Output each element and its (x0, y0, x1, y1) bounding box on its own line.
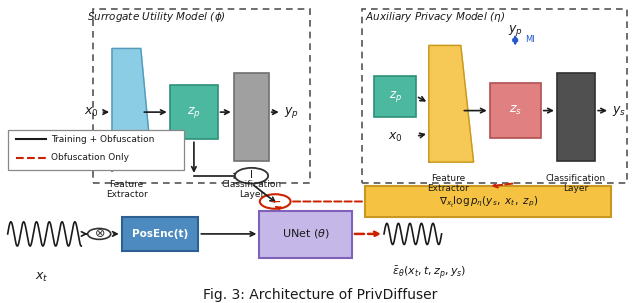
Text: Obfuscation Only: Obfuscation Only (51, 153, 129, 162)
FancyBboxPatch shape (234, 73, 269, 161)
Text: $x_0$: $x_0$ (83, 105, 99, 119)
Text: Fig. 3: Architecture of PrivDiffuser: Fig. 3: Architecture of PrivDiffuser (203, 288, 437, 302)
Text: Classification
Layer: Classification Layer (221, 180, 282, 199)
Polygon shape (112, 48, 150, 171)
Text: UNet $(\theta)$: UNet $(\theta)$ (282, 228, 330, 240)
Text: I: I (250, 170, 253, 180)
FancyBboxPatch shape (122, 217, 198, 251)
Text: PosEnc(t): PosEnc(t) (132, 229, 188, 239)
Text: $y_s$: $y_s$ (612, 104, 627, 118)
Circle shape (235, 168, 268, 184)
Text: $\otimes$: $\otimes$ (93, 228, 105, 240)
FancyBboxPatch shape (8, 130, 184, 170)
Text: Feature
Extractor: Feature Extractor (106, 180, 148, 199)
Text: Auxiliary Privacy Model ($\eta$): Auxiliary Privacy Model ($\eta$) (365, 10, 506, 24)
Circle shape (88, 228, 111, 239)
Text: $y_p$: $y_p$ (284, 105, 299, 120)
Text: $y_p$: $y_p$ (508, 23, 523, 38)
FancyBboxPatch shape (365, 186, 611, 217)
Circle shape (260, 194, 291, 209)
Text: Surrogate Utility Model ($\phi$): Surrogate Utility Model ($\phi$) (88, 10, 226, 24)
Text: $x_0$: $x_0$ (388, 131, 403, 145)
Text: $-$: $-$ (269, 194, 281, 208)
Text: $z_s$: $z_s$ (509, 104, 522, 117)
Text: $z_p$: $z_p$ (389, 88, 402, 104)
Text: $\nabla_{x_t} \log p_\eta(y_s,\ x_t,\ z_p)$: $\nabla_{x_t} \log p_\eta(y_s,\ x_t,\ z_… (438, 194, 538, 209)
FancyBboxPatch shape (170, 85, 218, 139)
FancyBboxPatch shape (490, 83, 541, 138)
FancyBboxPatch shape (557, 73, 595, 161)
Text: $z_p$: $z_p$ (187, 105, 201, 120)
Text: Training + Obfuscation: Training + Obfuscation (51, 135, 155, 144)
Text: $\bar{\epsilon}_\theta(x_t,t,z_p,y_s)$: $\bar{\epsilon}_\theta(x_t,t,z_p,y_s)$ (392, 265, 466, 281)
Text: MI: MI (525, 35, 534, 44)
Text: $x_t$: $x_t$ (35, 271, 48, 284)
FancyBboxPatch shape (374, 76, 416, 117)
Polygon shape (429, 45, 474, 162)
FancyBboxPatch shape (259, 211, 352, 258)
Text: Classification
Layer: Classification Layer (546, 174, 606, 193)
Text: Feature
Extractor: Feature Extractor (427, 174, 469, 193)
